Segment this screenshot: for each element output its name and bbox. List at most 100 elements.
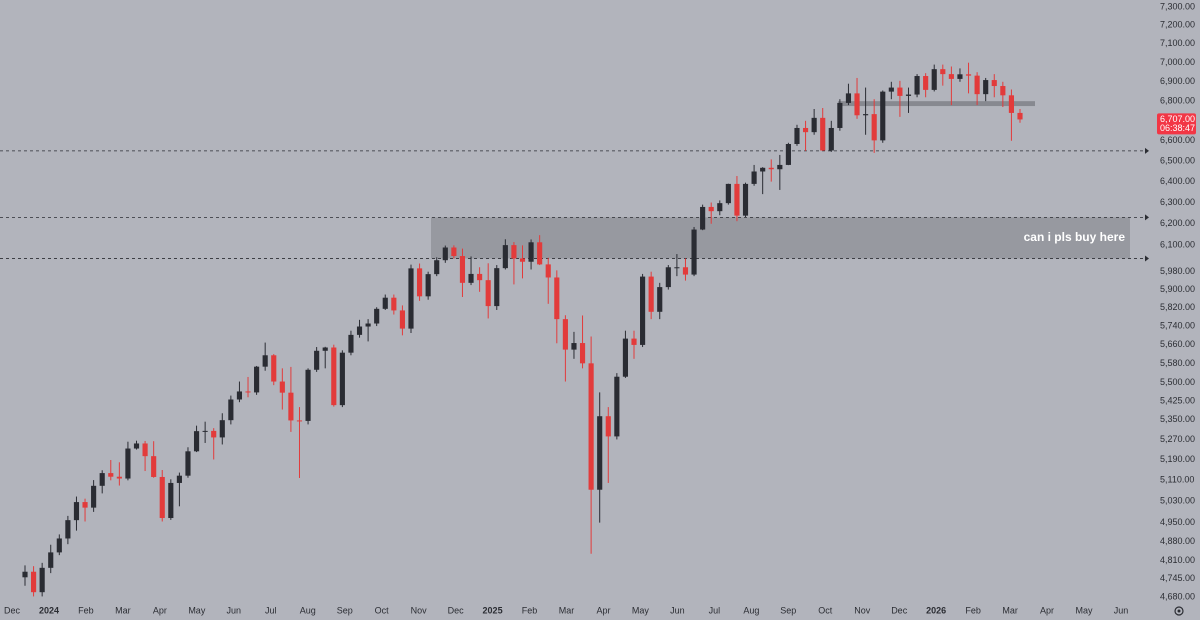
- candle-body: [356, 326, 363, 335]
- candle-body: [622, 338, 629, 377]
- candle-body: [640, 276, 646, 345]
- candle-body: [837, 102, 843, 128]
- candle-body: [708, 206, 714, 212]
- candle-body: [382, 297, 388, 309]
- x-tick-label: Jun: [227, 605, 242, 615]
- x-tick-label: Apr: [153, 605, 167, 615]
- x-tick-label: Sep: [337, 605, 353, 615]
- x-tick-label: Sep: [780, 605, 796, 615]
- x-tick-label: Dec: [448, 605, 465, 615]
- candle-body: [923, 76, 929, 90]
- candle-body: [296, 420, 303, 422]
- x-tick-label: Apr: [1040, 605, 1054, 615]
- candle-body: [245, 391, 251, 393]
- candle-body: [151, 456, 157, 477]
- candle-body: [108, 473, 114, 477]
- candle-body: [614, 376, 620, 437]
- y-tick-label: 7,000.00: [1160, 57, 1195, 67]
- candle-body: [983, 80, 989, 95]
- y-tick-label: 6,100.00: [1160, 240, 1195, 250]
- candle-body: [236, 391, 243, 400]
- x-tick-label: Mar: [115, 605, 131, 615]
- y-tick-label: 4,680.00: [1160, 591, 1195, 601]
- candle-body: [562, 319, 568, 350]
- candle-body: [691, 229, 697, 275]
- candle-body: [477, 273, 483, 281]
- candle-body: [717, 203, 723, 212]
- candle-body: [957, 74, 963, 79]
- candle-body: [528, 242, 534, 262]
- candle-body: [948, 74, 954, 79]
- settings-icon[interactable]: [1174, 606, 1184, 616]
- candle-body: [1000, 86, 1006, 96]
- candle-body: [777, 164, 783, 170]
- candle-body: [760, 167, 766, 172]
- y-tick-label: 6,500.00: [1160, 155, 1195, 165]
- y-tick-label: 6,600.00: [1160, 135, 1195, 145]
- candle-body: [820, 117, 826, 151]
- candle-body: [228, 399, 234, 421]
- candle-body: [211, 430, 217, 438]
- y-tick-label: 7,200.00: [1160, 20, 1195, 30]
- y-tick-label: 6,300.00: [1160, 197, 1195, 207]
- candle-body: [751, 171, 757, 184]
- x-tick-label: Aug: [743, 605, 759, 615]
- candle-body: [176, 475, 182, 483]
- x-tick-label: Nov: [411, 605, 428, 615]
- y-tick-label: 5,580.00: [1160, 358, 1195, 368]
- candle-body: [56, 538, 62, 553]
- price-label-box: [1157, 113, 1196, 135]
- candle-body: [185, 451, 191, 476]
- candle-body: [168, 482, 174, 519]
- candle-body: [416, 268, 423, 297]
- annotation: can i pls buy here: [1024, 230, 1126, 244]
- candle-body: [374, 308, 380, 324]
- candle-body: [468, 273, 474, 283]
- candle-body: [125, 448, 131, 479]
- candle-body: [434, 260, 440, 275]
- candle-body: [271, 355, 277, 382]
- candle-body: [888, 87, 894, 92]
- candle-body: [811, 117, 817, 133]
- candle-body: [828, 127, 834, 151]
- candle-body: [734, 183, 740, 216]
- candle-body: [202, 430, 208, 432]
- candle-body: [605, 416, 611, 437]
- candle-body: [502, 245, 508, 269]
- candle-body: [657, 287, 663, 312]
- candle-body: [322, 347, 328, 351]
- y-tick-label: 5,110.00: [1160, 475, 1194, 485]
- x-tick-label: Aug: [300, 605, 316, 615]
- x-tick-label: 2024: [39, 605, 59, 615]
- candle-body: [65, 520, 71, 539]
- candle-body: [725, 183, 731, 204]
- candle-body: [802, 127, 809, 133]
- candle-body: [331, 347, 337, 406]
- candle-body: [1008, 95, 1014, 113]
- price-label: 6,707.00: [1160, 114, 1195, 124]
- candle-body: [494, 268, 500, 307]
- x-tick-label: Oct: [375, 605, 390, 615]
- candle-body: [459, 256, 466, 283]
- y-tick-label: 5,900.00: [1160, 284, 1195, 294]
- y-tick-label: 5,740.00: [1160, 320, 1195, 330]
- candle-body: [133, 443, 140, 449]
- y-tick-label: 5,270.00: [1160, 434, 1195, 444]
- zone: [838, 101, 1035, 107]
- x-tick-label: Jun: [1114, 605, 1129, 615]
- candle-body: [905, 94, 912, 96]
- candle-body: [768, 167, 774, 170]
- candle-body: [537, 242, 543, 265]
- candle-body: [785, 143, 791, 165]
- x-tick-label: 2026: [926, 605, 946, 615]
- candle-body: [871, 114, 877, 141]
- candle-body: [73, 502, 80, 521]
- candle-body: [485, 280, 491, 307]
- candle-body: [82, 502, 88, 508]
- y-tick-label: 5,350.00: [1160, 414, 1195, 424]
- level-marker: [1145, 255, 1149, 262]
- x-tick-label: Jul: [709, 605, 721, 615]
- y-tick-label: 6,800.00: [1160, 96, 1195, 106]
- candle-body: [674, 267, 680, 269]
